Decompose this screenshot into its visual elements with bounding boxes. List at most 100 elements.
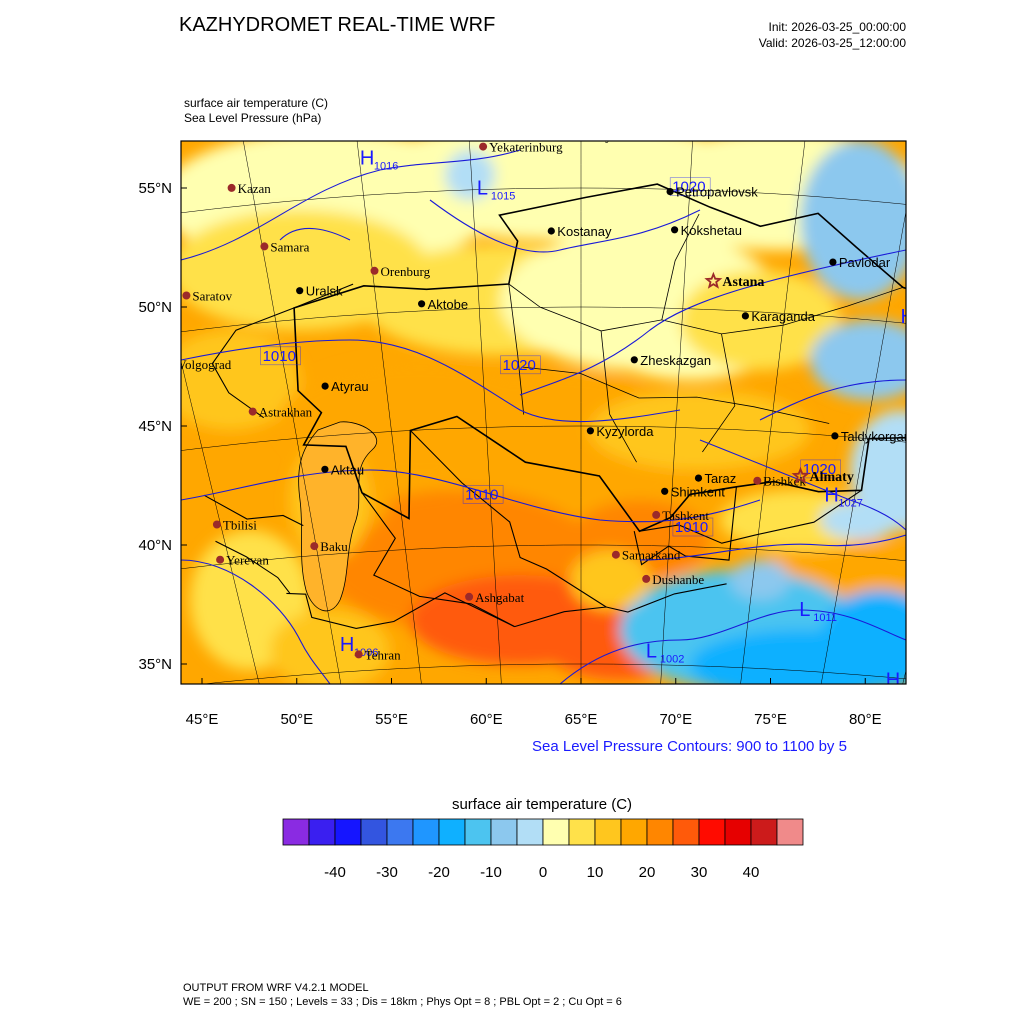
city-kazakhstan: Pavlodar [829, 255, 891, 270]
labelbar-tick-label: 40 [743, 864, 760, 881]
labelbar-tick-label: -30 [376, 864, 398, 881]
city-dot [296, 287, 304, 295]
city-kazakhstan: Atyrau [321, 379, 369, 394]
variable-legend: surface air temperature (C) Sea Level Pr… [184, 96, 328, 126]
isobar-lines [181, 149, 906, 684]
city-name: Bishkek [763, 474, 806, 489]
graticule [0, 141, 906, 808]
city-dot [831, 432, 839, 440]
city-name: Aktau [331, 462, 364, 477]
oblast-line-3 [661, 213, 700, 320]
city-name: Volgograd [177, 357, 231, 372]
meridian [0, 143, 139, 808]
pressure-center-value: 1016 [374, 161, 398, 173]
labelbar-swatch [282, 818, 310, 846]
pressure-center-low: L 1011 [799, 599, 837, 624]
city-dot [310, 542, 319, 551]
city-kazakhstan: Shimkent [661, 484, 725, 499]
city-dot [82, 407, 90, 415]
city-foreign: Yerevan [216, 553, 269, 568]
pressure-center-value: 1030 [915, 319, 939, 331]
city-kazakhstan: Zheskazgan [630, 353, 711, 368]
city-kazakhstan: Aktobe [418, 297, 468, 312]
pressure-center-letter: H [824, 485, 838, 507]
city-dot [753, 476, 762, 485]
lon-tick-label: 80°E [849, 711, 882, 728]
temperature-region-27 [445, 150, 495, 200]
city-name: Samarkand [622, 548, 681, 563]
city-name: Ashgabat [475, 590, 524, 605]
city-name: Orenburg [381, 264, 431, 279]
footer-line-1: OUTPUT FROM WRF V4.2.1 MODEL [183, 982, 369, 994]
temperature-region-31 [600, 190, 720, 250]
city-name: Kokshetau [681, 223, 742, 238]
temperature-region-18 [590, 390, 810, 470]
city-name: Astana [722, 275, 764, 290]
city-dot [465, 592, 474, 601]
city-dot [630, 356, 638, 364]
city-kazakhstan: Karaganda [741, 309, 816, 324]
isobar-10 [759, 379, 906, 421]
isobar-label-box [489, 109, 529, 127]
color-labelbar: -40 -30 -20 -10 0 10 20 30 40 [282, 818, 804, 881]
isobar-label: 1010 [672, 517, 714, 537]
pressure-center-low: L 1015 [477, 177, 515, 202]
isobar-label-box [260, 346, 301, 366]
oblast-line-5 [702, 333, 736, 453]
city-capital: Almaty [791, 466, 854, 485]
city-dot [370, 266, 379, 275]
city-foreign: Yekaterinburg [479, 141, 563, 155]
isobar-label-text: 1020 [503, 357, 536, 374]
city-name: Astrakhan [259, 405, 313, 420]
city-dot [741, 312, 750, 320]
pressure-center-letter: L [646, 641, 657, 663]
city-foreign: Tbilisi [212, 518, 257, 533]
city-name: Tyumen [598, 129, 641, 144]
city-name: Tashkent [662, 508, 709, 523]
temperature-region-33 [570, 550, 650, 610]
caspian-sea [298, 421, 378, 612]
pressure-center-high: H 10 [886, 670, 912, 695]
city-name: Kostanay [557, 224, 612, 239]
city-dot [966, 208, 974, 216]
city-dot [321, 465, 329, 473]
isobar-label-box [500, 355, 541, 375]
isobar-7 [699, 439, 906, 531]
labelbar-swatch [620, 818, 648, 846]
variable-pressure: Sea Level Pressure (hPa) [184, 111, 322, 125]
lon-tick-label: 45°E [186, 711, 219, 728]
city-name: Saratov [192, 289, 232, 304]
city-foreign: Samarkand [611, 548, 681, 563]
lat-tick-label: 45°N [138, 418, 172, 435]
labelbar-swatch [698, 818, 726, 846]
city-dot [694, 474, 703, 482]
capital-star-icon [791, 466, 810, 484]
labelbar-swatch [594, 818, 622, 846]
parallel [181, 425, 906, 451]
temperature-region-11 [181, 330, 300, 430]
city-dot [354, 650, 363, 659]
labelbar-swatch [776, 818, 804, 846]
labelbar-swatch [750, 818, 778, 846]
labelbar-swatch [308, 818, 336, 846]
pressure-center-value: 1011 [813, 612, 837, 624]
city-name: Karaganda [751, 309, 815, 324]
isobar-0 [181, 149, 521, 261]
temperature-region-8 [800, 141, 906, 300]
labelbar-tick-label: -10 [480, 864, 502, 881]
city-name: Taldykorgan [841, 429, 911, 444]
pressure-center-value: 1027 [838, 498, 862, 510]
city-foreign: Tehran [354, 647, 401, 662]
labelbar-swatch [438, 818, 466, 846]
city-foreign: Dushanbe [642, 572, 704, 587]
city-foreign: Bishkek [753, 474, 806, 489]
footer-line-2: WE = 200 ; SN = 150 ; Levels = 33 ; Dis … [183, 996, 622, 1008]
isobar-label: 1020 [500, 355, 541, 375]
city-dot [547, 227, 555, 235]
isobar-label-box [462, 485, 504, 504]
parallel [181, 544, 906, 570]
pressure-center-value: 10 [900, 683, 912, 695]
pressure-center-high: H 1027 [824, 485, 862, 510]
labelbar-swatch [568, 818, 596, 846]
isobar-8 [429, 199, 701, 253]
